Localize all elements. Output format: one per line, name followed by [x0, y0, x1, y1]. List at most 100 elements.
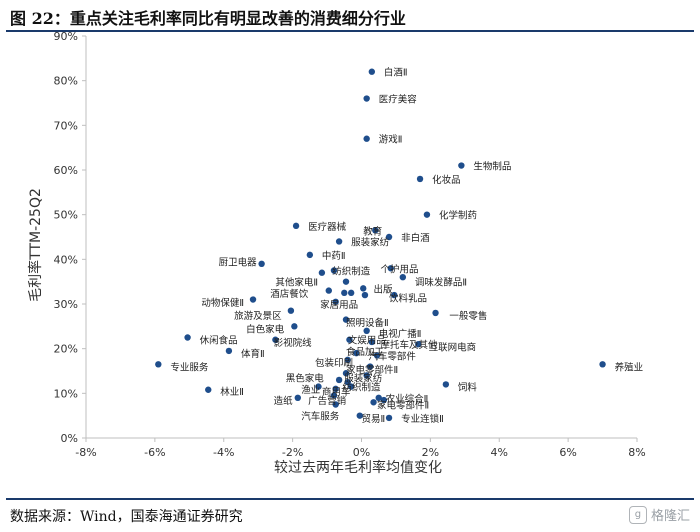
watermark: g 格隆汇 — [628, 505, 690, 524]
scatter-point: 教育 — [372, 227, 379, 234]
x-tick-label: 0% — [353, 446, 370, 459]
point-label: 互联网电商 — [429, 341, 477, 353]
point-label: 化学制药 — [439, 210, 477, 222]
point-label: 个护用品 — [380, 263, 418, 275]
y-tick-label: 30% — [54, 298, 78, 311]
y-tick-label: 50% — [54, 209, 78, 222]
scatter-point: 家电零部件Ⅱ — [366, 363, 374, 370]
scatter-chart: 0% 10% 20% 30% 40% 50% 60% 70% 80% 90% -8% -6% -4% -2… — [27, 30, 646, 476]
scatter-point: 饰品 — [341, 289, 348, 297]
x-tick-label: -2% — [282, 446, 303, 459]
point-label: 其他家电Ⅱ — [275, 277, 318, 289]
point-label: 电视广播Ⅱ — [379, 328, 422, 340]
y-axis-label: 毛利率TTM-25Q2 — [27, 188, 44, 302]
x-tick-label: 4% — [491, 446, 508, 459]
point-label: 照明设备Ⅱ — [346, 317, 389, 329]
scatter-point: 汽车服务 — [332, 401, 339, 408]
x-tick-label: 8% — [628, 446, 645, 459]
g-logo-icon: g — [628, 505, 647, 524]
scatter-point: 休闲食品 — [184, 334, 191, 341]
point-label: 摩托车及其他 — [380, 339, 438, 351]
chart-points: 白酒Ⅱ医疗美容游戏Ⅱ生物制品化妆品化学制药医疗器械教育非白酒服装家纺中药Ⅱ厨卫电… — [155, 68, 606, 422]
point-label: 专业服务 — [170, 362, 209, 374]
source-note: 数据来源：Wind，国泰海通证券研究 — [10, 509, 243, 525]
point-label: 游戏Ⅱ — [379, 134, 403, 146]
scatter-point: 贸易Ⅱ — [356, 412, 363, 419]
x-axis-label: 较过去两年毛利率均值变化 — [274, 459, 442, 476]
figure-title: 图 22：重点关注毛利率同比有明显改善的消费细分行业 — [10, 9, 406, 28]
point-label: 黑色家电 — [286, 373, 325, 385]
point-label: 农业综合Ⅱ — [386, 393, 429, 405]
scatter-point: 游戏Ⅱ — [363, 135, 370, 142]
point-label: 纺织制造 — [332, 266, 371, 278]
point-label: 动物保健Ⅱ — [201, 297, 244, 309]
scatter-point: 化妆品 — [416, 175, 424, 183]
y-tick-label: 20% — [54, 343, 78, 356]
point-label: 白酒Ⅱ — [384, 67, 408, 79]
y-tick-label: 10% — [54, 387, 78, 400]
scatter-point: 包装印刷 — [344, 356, 351, 364]
y-tick-label: 0% — [61, 432, 78, 445]
scatter-point: 养殖业 — [599, 361, 606, 368]
y-tick-label: 40% — [54, 253, 78, 266]
scatter-point: 农业综合Ⅱ — [375, 394, 382, 401]
scatter-point: 个护用品 — [387, 265, 394, 272]
x-tick-label: -6% — [144, 446, 165, 459]
scatter-point: 广告营销 — [330, 392, 338, 399]
scatter-point: 互联网电商 — [415, 341, 422, 348]
watermark-text: 格隆汇 — [650, 509, 690, 524]
scatter-point: 食品加工 — [353, 349, 360, 357]
point-label: 一般零售 — [449, 310, 487, 322]
scatter-point: 电子 — [380, 396, 388, 404]
scatter-point: 专业服务 — [155, 361, 162, 368]
scatter-point: 动物保健Ⅱ — [249, 296, 257, 303]
point-label: 体育Ⅱ — [241, 348, 265, 360]
point-label: 纺织制造 — [343, 382, 382, 394]
scatter-point: 医疗器械 — [292, 222, 300, 230]
x-tick-label: -8% — [75, 446, 96, 459]
point-label: 造纸 — [274, 395, 294, 407]
scatter-point: 饮料 — [442, 381, 450, 388]
scatter-point: 家居用品 — [332, 298, 339, 305]
point-label: 酒店餐饮 — [270, 288, 309, 300]
point-label: 旅游及景区 — [234, 310, 282, 322]
scatter-point: 中药Ⅱ — [306, 251, 314, 259]
point-label: 中药Ⅱ — [322, 250, 346, 262]
point-label: 林业Ⅱ — [220, 386, 244, 398]
point-label: 汽车零部件 — [368, 350, 416, 362]
point-label: 家电零部件Ⅱ — [346, 364, 398, 376]
scatter-point: 化学制药 — [423, 211, 431, 218]
scatter-point: 纺织制造 — [330, 267, 338, 274]
point-label: 休闲食品 — [200, 335, 238, 347]
scatter-point: 旅游零售 — [342, 278, 350, 285]
scatter-point: 医疗美容 — [363, 95, 370, 102]
scatter-point: 出版 — [360, 285, 367, 292]
scatter-point: 酒店餐饮 — [325, 287, 332, 294]
scatter-point: 影视院线 — [272, 336, 279, 343]
scatter-point: 化学原料 — [363, 372, 370, 379]
point-label: 出版 — [374, 283, 394, 295]
scatter-point: 摩托车及其他 — [368, 338, 376, 346]
point-label: 影视院线 — [274, 337, 313, 349]
point-label: 调味发酵品Ⅱ — [415, 277, 467, 289]
scatter-point: 黑色家电 — [335, 376, 343, 384]
scatter-point: 生物制品 — [458, 162, 465, 169]
title-bar: 图 22：重点关注毛利率同比有明显改善的消费细分行业 — [6, 4, 694, 32]
point-label: 文娱用品 — [348, 335, 386, 347]
footer: 数据来源：Wind，国泰海通证券研究 g 格隆汇 — [6, 498, 694, 532]
scatter-point: 白酒Ⅱ — [368, 68, 376, 75]
scatter-point: 饮料乳品 — [391, 291, 398, 299]
point-label: 家电零部件Ⅱ — [377, 400, 429, 412]
point-label: 养殖业 — [615, 362, 644, 374]
y-tick-label: 60% — [54, 164, 78, 177]
point-label: 广告营销 — [308, 395, 347, 407]
y-tick-label: 70% — [54, 119, 78, 132]
point-label: 服装家纺 — [344, 373, 383, 385]
point-label: 生物制品 — [473, 161, 511, 173]
point-label: 服装家纺 — [351, 236, 390, 248]
scatter-point: 家电零部件Ⅱ — [370, 399, 377, 406]
scatter-point: 休闲食品 — [361, 291, 369, 299]
point-label: 医疗器械 — [308, 221, 347, 233]
scatter-point: 电视广播Ⅱ — [363, 327, 370, 334]
